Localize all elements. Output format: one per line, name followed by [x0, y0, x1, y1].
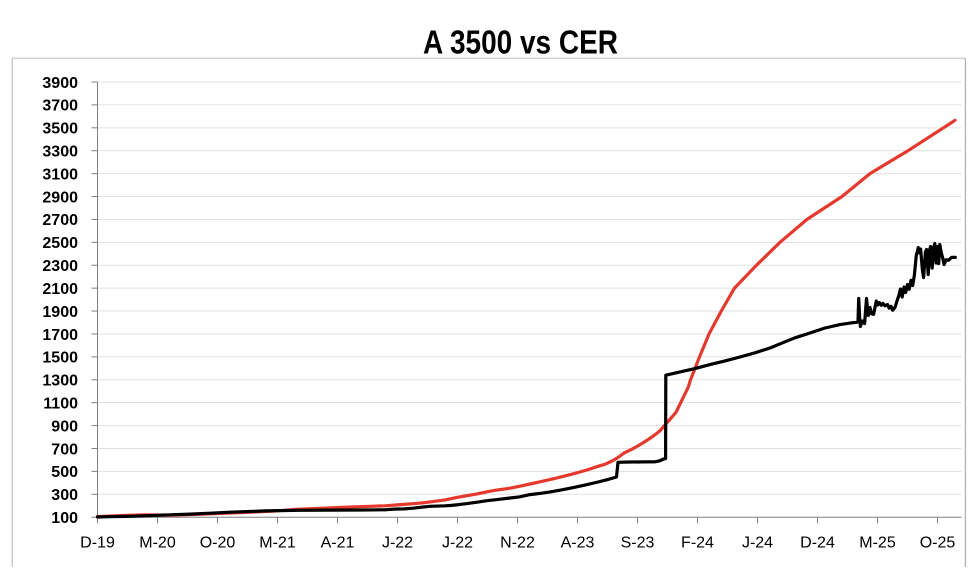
svg-text:300: 300 [51, 487, 78, 504]
svg-text:O-25: O-25 [920, 535, 956, 552]
svg-text:900: 900 [51, 418, 78, 435]
svg-text:D-24: D-24 [800, 535, 835, 552]
svg-text:A-23: A-23 [561, 535, 595, 552]
svg-text:M-20: M-20 [139, 535, 176, 552]
svg-text:1900: 1900 [42, 304, 78, 321]
svg-text:J-22: J-22 [382, 535, 413, 552]
svg-text:O-20: O-20 [200, 535, 236, 552]
svg-text:3700: 3700 [42, 98, 78, 115]
svg-text:M-21: M-21 [259, 535, 296, 552]
svg-text:F-24: F-24 [681, 535, 714, 552]
svg-text:100: 100 [51, 510, 78, 527]
svg-text:S-23: S-23 [621, 535, 655, 552]
svg-text:N-22: N-22 [500, 535, 535, 552]
svg-text:1300: 1300 [42, 373, 78, 390]
svg-text:1700: 1700 [42, 327, 78, 344]
svg-text:1500: 1500 [42, 350, 78, 367]
svg-text:2500: 2500 [42, 235, 78, 252]
svg-text:2100: 2100 [42, 281, 78, 298]
svg-text:700: 700 [51, 441, 78, 458]
svg-text:3100: 3100 [42, 166, 78, 183]
svg-text:J-22: J-22 [442, 535, 473, 552]
svg-text:3300: 3300 [42, 144, 78, 161]
svg-text:A 3500 vs CER: A 3500 vs CER [423, 24, 618, 61]
svg-text:1100: 1100 [43, 395, 78, 412]
svg-text:A-21: A-21 [321, 535, 355, 552]
svg-text:J-24: J-24 [742, 535, 773, 552]
svg-text:3500: 3500 [42, 121, 78, 138]
svg-text:2900: 2900 [42, 189, 78, 206]
svg-text:2300: 2300 [42, 258, 78, 275]
svg-text:2700: 2700 [42, 212, 78, 229]
svg-text:3900: 3900 [42, 75, 78, 92]
svg-text:D-19: D-19 [80, 535, 115, 552]
svg-text:500: 500 [51, 464, 78, 481]
svg-text:M-25: M-25 [859, 535, 896, 552]
